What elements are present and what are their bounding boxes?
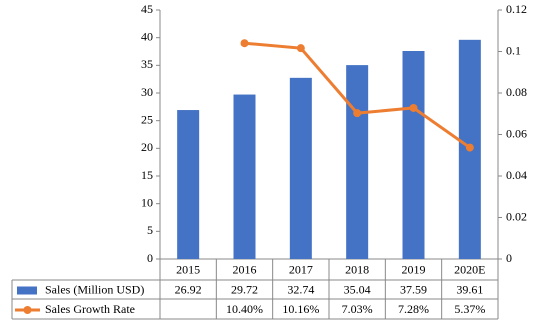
- y2-tick-label: 0.02: [506, 209, 527, 223]
- legend-label: Sales (Million USD): [45, 282, 144, 296]
- x-tick-label: 2020E: [454, 262, 485, 276]
- y-tick-label: 20: [141, 140, 153, 154]
- line-marker: [296, 44, 305, 53]
- y-tick-label: 40: [141, 29, 153, 43]
- y2-tick-label: 0.08: [506, 85, 527, 99]
- table-cell: 39.61: [456, 282, 483, 296]
- x-tick-label: 2018: [345, 262, 369, 276]
- bar: [346, 65, 369, 259]
- table-cell: 10.40%: [226, 302, 263, 316]
- line-marker: [465, 143, 474, 152]
- line-marker: [409, 103, 418, 112]
- table-cell: 35.04: [344, 282, 371, 296]
- table-cell: 29.72: [231, 282, 258, 296]
- y2-tick-label: 0.06: [506, 126, 527, 140]
- y-tick-label: 15: [141, 168, 153, 182]
- y-tick-label: 30: [141, 85, 153, 99]
- table-cell: 26.92: [175, 282, 202, 296]
- table-cell: 37.59: [400, 282, 427, 296]
- x-tick-label: 2019: [402, 262, 426, 276]
- y-tick-label: 10: [141, 195, 153, 209]
- y2-tick-label: 0.04: [506, 168, 527, 182]
- bar: [289, 77, 312, 259]
- y-tick-label: 0: [147, 251, 153, 265]
- x-tick-label: 2015: [176, 262, 200, 276]
- table-cell: 5.37%: [454, 302, 485, 316]
- legend-label: Sales Growth Rate: [45, 302, 135, 316]
- line-marker: [240, 39, 249, 48]
- table-cell: 7.03%: [342, 302, 373, 316]
- legend-key: [23, 306, 32, 314]
- y2-tick-label: 0.12: [506, 2, 527, 16]
- y-tick-label: 35: [141, 57, 153, 71]
- bar: [177, 110, 200, 259]
- y-tick-label: 45: [141, 2, 153, 16]
- table-cell: 7.28%: [398, 302, 429, 316]
- table-cell: 32.74: [287, 282, 314, 296]
- y-tick-label: 5: [147, 223, 153, 237]
- table-cell: 10.16%: [282, 302, 319, 316]
- x-tick-label: 2016: [233, 262, 257, 276]
- line-marker: [353, 109, 362, 118]
- bar: [402, 51, 425, 259]
- y-tick-label: 25: [141, 112, 153, 126]
- x-tick-label: 2017: [289, 262, 313, 276]
- y2-tick-label: 0.1: [506, 43, 521, 57]
- y2-tick-label: 0: [506, 251, 512, 265]
- bar: [233, 94, 256, 259]
- legend-key: [17, 286, 37, 295]
